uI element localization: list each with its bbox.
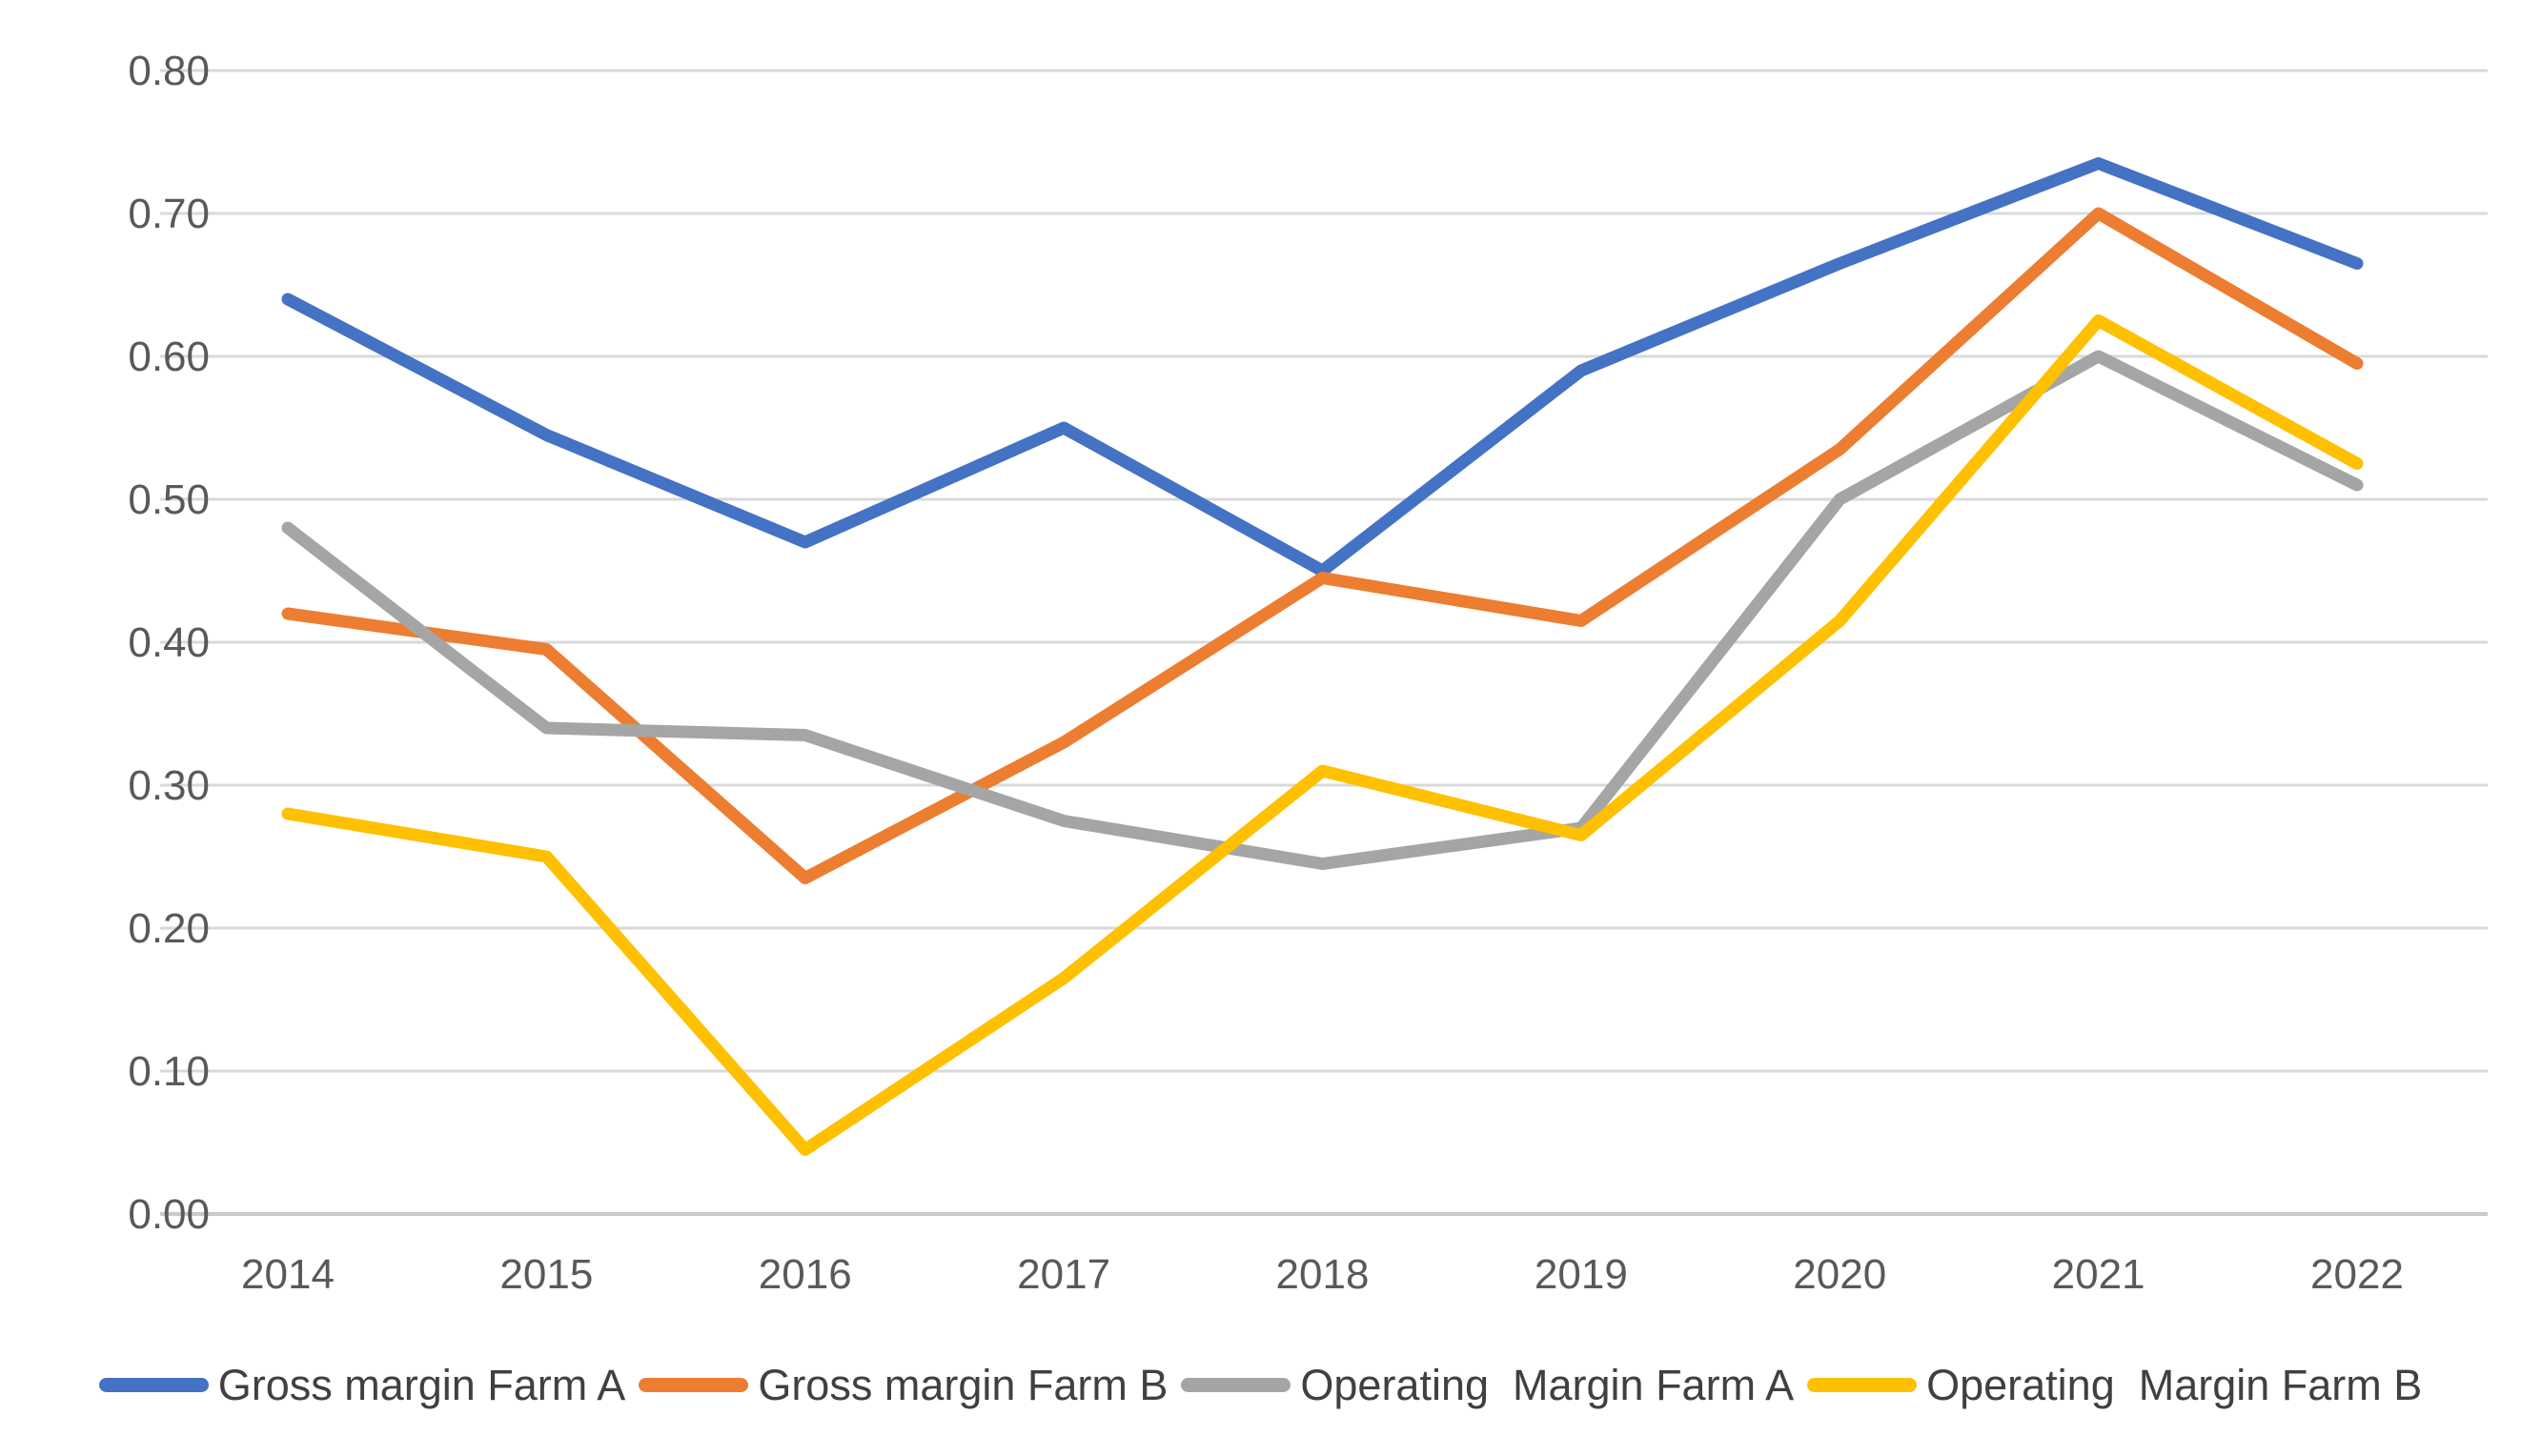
legend-item-gross-margin-farm-b: Gross margin Farm B (639, 1364, 1168, 1406)
legend-swatch-icon (1807, 1377, 1918, 1392)
y-axis-tick-label: 0.50 (128, 476, 210, 523)
legend-label: Gross margin Farm A (217, 1360, 626, 1409)
legend-swatch-icon (639, 1377, 749, 1392)
y-axis-tick-label: 0.30 (128, 762, 210, 809)
legend-item-operating-margin-farm-b: Operating Margin Farm B (1807, 1364, 2422, 1406)
legend-label: Operating Margin Farm B (1926, 1360, 2423, 1409)
y-axis-tick-label: 0.40 (128, 619, 210, 666)
x-axis-tick-label: 2017 (1017, 1251, 1110, 1298)
x-axis-tick-label: 2019 (1535, 1251, 1628, 1298)
y-axis-tick-label: 0.70 (128, 191, 210, 237)
y-axis-tick-label: 0.00 (128, 1191, 210, 1238)
y-axis-tick-label: 0.10 (128, 1048, 210, 1095)
legend-item-operating-margin-farm-a: Operating Margin Farm A (1181, 1364, 1794, 1406)
x-axis-tick-label: 2018 (1276, 1251, 1370, 1298)
x-axis-tick-label: 2021 (2052, 1251, 2145, 1298)
x-axis-tick-label: 2022 (2310, 1251, 2404, 1298)
legend-swatch-icon (1181, 1377, 1291, 1392)
y-axis-tick-label: 0.60 (128, 334, 210, 380)
x-axis-tick-label: 2016 (759, 1251, 852, 1298)
series-line-gross-margin-farm-a (281, 157, 2364, 577)
chart-legend: Gross margin Farm A Gross margin Farm B Op… (0, 1342, 2521, 1427)
x-axis-tick-label: 2014 (241, 1251, 335, 1298)
y-axis-tick-label: 0.80 (128, 48, 210, 94)
legend-label: Operating Margin Farm A (1300, 1360, 1795, 1409)
x-axis-tick-label: 2015 (499, 1251, 593, 1298)
series-line-operating-margin-farm-b (281, 314, 2364, 1156)
legend-swatch-icon (98, 1377, 209, 1392)
series-line-operating-margin-farm-a (281, 350, 2364, 870)
legend-label: Gross margin Farm B (758, 1360, 1169, 1409)
legend-item-gross-margin-farm-a: Gross margin Farm A (98, 1360, 626, 1409)
x-axis-tick-label: 2020 (1793, 1251, 1886, 1298)
y-axis-tick-label: 0.20 (128, 905, 210, 952)
line-chart: 0.00 0.10 0.20 0.30 0.40 0.50 0.60 0.70 0.80 2014… (128, 48, 2488, 1298)
